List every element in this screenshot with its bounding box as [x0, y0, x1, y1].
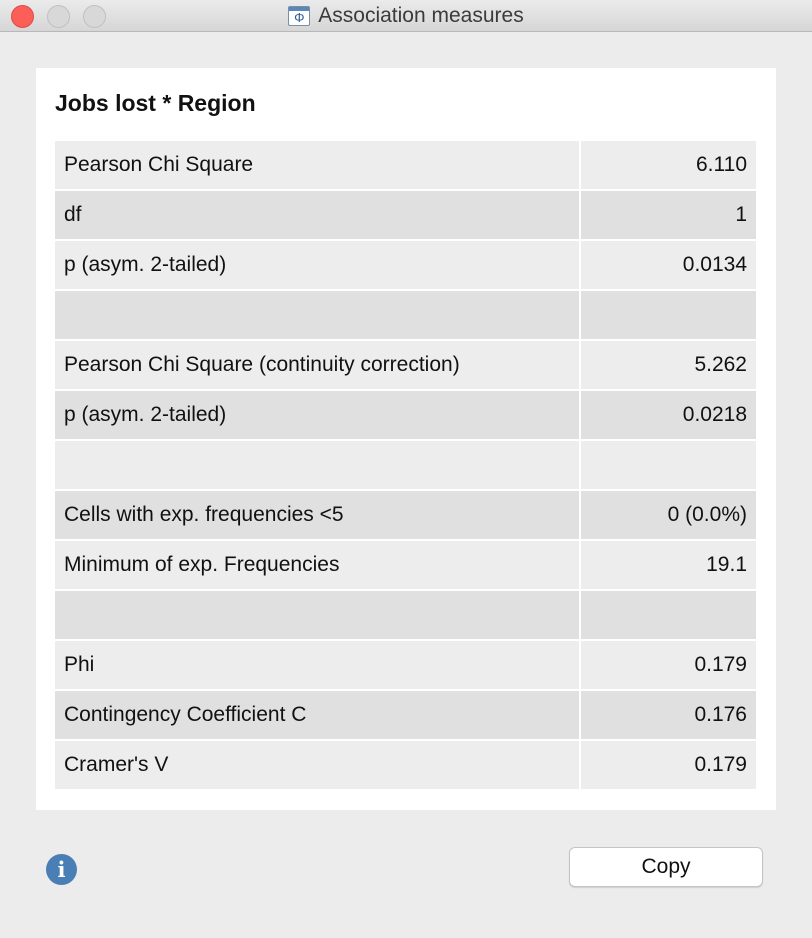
- row-value: [581, 291, 756, 339]
- table-row: Cramer's V 0.179: [55, 741, 756, 791]
- row-label: Pearson Chi Square (continuity correctio…: [55, 341, 581, 389]
- row-value: 0.179: [581, 641, 756, 689]
- row-value: 0.176: [581, 691, 756, 739]
- row-label: [55, 441, 581, 489]
- row-label: df: [55, 191, 581, 239]
- row-value: 5.262: [581, 341, 756, 389]
- row-value: [581, 441, 756, 489]
- title-bar[interactable]: Φ Association measures: [0, 0, 812, 32]
- row-value: 0.0134: [581, 241, 756, 289]
- table-row: Phi 0.179: [55, 641, 756, 691]
- table-row: Cells with exp. frequencies <5 0 (0.0%): [55, 491, 756, 541]
- results-panel: Jobs lost * Region Pearson Chi Square 6.1…: [36, 68, 776, 810]
- row-value: 19.1: [581, 541, 756, 589]
- info-icon[interactable]: i: [46, 854, 77, 885]
- table-row: p (asym. 2-tailed) 0.0218: [55, 391, 756, 441]
- table-row: Pearson Chi Square 6.110: [55, 141, 756, 191]
- row-label: [55, 591, 581, 639]
- table-row: Contingency Coefficient C 0.176: [55, 691, 756, 741]
- close-window-button[interactable]: [11, 5, 34, 28]
- row-label: Cells with exp. frequencies <5: [55, 491, 581, 539]
- window-title: Association measures: [318, 4, 524, 27]
- row-value: 0.0218: [581, 391, 756, 439]
- association-table: Pearson Chi Square 6.110 df 1 p (asym. 2-tai…: [55, 141, 756, 791]
- row-value: 0 (0.0%): [581, 491, 756, 539]
- phi-icon: Φ: [288, 6, 311, 26]
- table-row: [55, 441, 756, 491]
- row-label: Contingency Coefficient C: [55, 691, 581, 739]
- minimize-window-button[interactable]: [47, 5, 70, 28]
- row-label: Phi: [55, 641, 581, 689]
- zoom-window-button[interactable]: [83, 5, 106, 28]
- table-row: p (asym. 2-tailed) 0.0134: [55, 241, 756, 291]
- table-row: Minimum of exp. Frequencies 19.1: [55, 541, 756, 591]
- row-value: 0.179: [581, 741, 756, 789]
- row-label: p (asym. 2-tailed): [55, 391, 581, 439]
- table-row: df 1: [55, 191, 756, 241]
- row-label: Cramer's V: [55, 741, 581, 789]
- title-group: Φ Association measures: [0, 0, 812, 32]
- table-row: [55, 291, 756, 341]
- row-label: Pearson Chi Square: [55, 141, 581, 189]
- row-value: 1: [581, 191, 756, 239]
- copy-button[interactable]: Copy: [569, 847, 763, 887]
- row-value: [581, 591, 756, 639]
- row-value: 6.110: [581, 141, 756, 189]
- table-row: Pearson Chi Square (continuity correctio…: [55, 341, 756, 391]
- row-label: p (asym. 2-tailed): [55, 241, 581, 289]
- row-label: [55, 291, 581, 339]
- table-row: [55, 591, 756, 641]
- table-title: Jobs lost * Region: [55, 90, 256, 116]
- row-label: Minimum of exp. Frequencies: [55, 541, 581, 589]
